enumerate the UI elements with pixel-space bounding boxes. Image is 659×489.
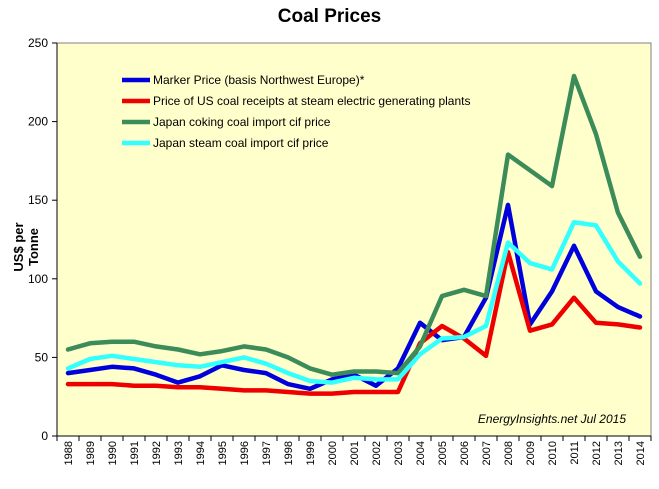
series-lines (65, 73, 643, 396)
legend: Marker Price (basis Northwest Europe)* Pr… (122, 73, 470, 150)
x-tick-label: 1995 (217, 441, 229, 465)
series-line-3 (65, 219, 643, 385)
x-tick-label: 2010 (547, 441, 559, 465)
x-tick-label: 1993 (173, 441, 185, 465)
chart-title: Coal Prices (277, 6, 382, 27)
y-tick-label: 100 (28, 272, 48, 286)
y-axis: 0 50 100 150 200 250 (28, 36, 58, 443)
x-tick-label: 2006 (459, 441, 471, 465)
series-line-2 (65, 73, 643, 377)
x-tick-label: 2004 (415, 441, 427, 465)
x-tick-label: 2000 (327, 441, 339, 465)
x-tick-label: 2002 (371, 441, 383, 465)
series-line-0 (65, 202, 643, 392)
legend-label: Marker Price (basis Northwest Europe)* (153, 73, 365, 87)
x-tick-label: 2013 (613, 441, 625, 465)
legend-label: Japan coking coal import cif price (153, 115, 331, 129)
x-tick-label: 2001 (349, 441, 361, 465)
x-tick-label: 2008 (503, 441, 515, 465)
x-tick-label: 2014 (635, 441, 647, 465)
x-tick-label: 1990 (107, 441, 119, 465)
x-tick-label: 1996 (239, 441, 251, 465)
source-annotation: EnergyInsights.net Jul 2015 (478, 412, 626, 426)
x-tick-label: 1999 (305, 441, 317, 465)
x-tick-label: 1991 (129, 441, 141, 465)
x-tick-label: 2003 (393, 441, 405, 465)
x-tick-label: 2005 (437, 441, 449, 465)
y-tick-label: 250 (28, 36, 48, 50)
x-tick-label: 2007 (481, 441, 493, 465)
x-tick-label: 1998 (283, 441, 295, 465)
x-tick-label: 1988 (63, 441, 75, 465)
y-tick-label: 0 (41, 429, 48, 443)
legend-label: Price of US coal receipts at steam elect… (153, 94, 470, 108)
x-tick-label: 2009 (525, 441, 537, 465)
x-tick-label: 2012 (591, 441, 603, 465)
x-tick-label: 1994 (195, 441, 207, 465)
x-tick-label: 1989 (85, 441, 97, 465)
y-tick-label: 200 (28, 115, 48, 129)
x-axis: 1988 1989 1990 1991 1992 1993 1994 1995 1996 1997… (56, 435, 652, 465)
y-tick-label: 50 (35, 350, 49, 364)
x-tick-label: 2011 (569, 441, 581, 465)
legend-label: Japan steam coal import cif price (153, 136, 329, 150)
y-tick-label: 150 (28, 193, 48, 207)
x-tick-label: 1992 (151, 441, 163, 465)
x-tick-label: 1997 (261, 441, 273, 465)
series-line-1 (65, 249, 643, 396)
